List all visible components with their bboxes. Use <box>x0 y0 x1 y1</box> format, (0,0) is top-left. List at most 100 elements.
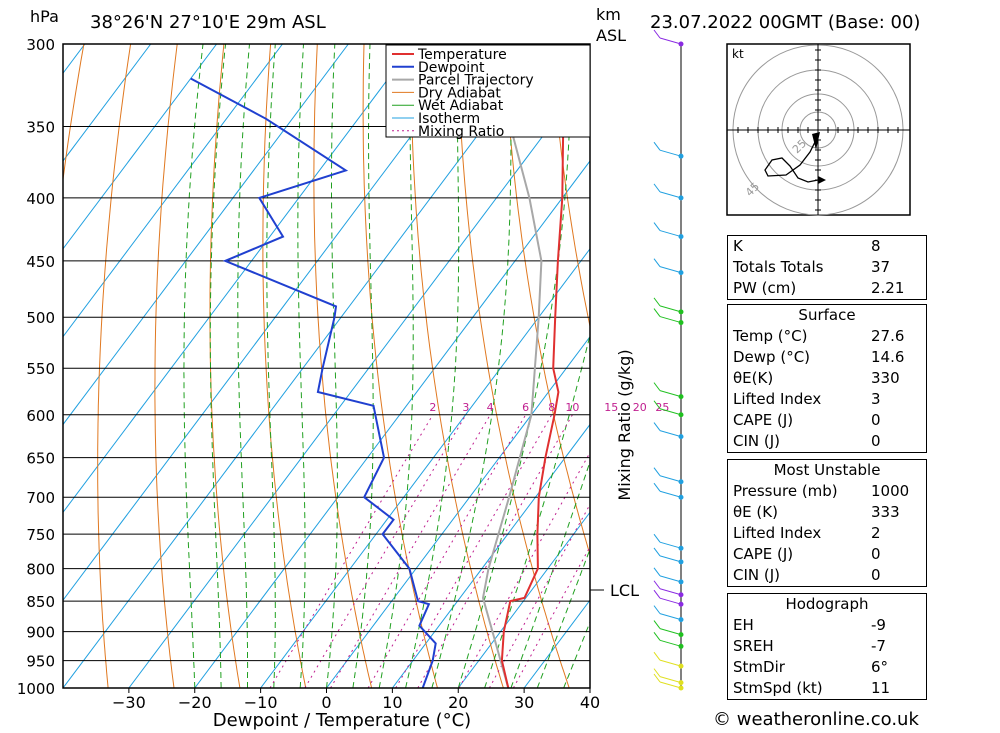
wind-barb-shaft <box>659 475 682 483</box>
location-title: 38°26'N 27°10'E 29m ASL <box>90 12 326 33</box>
pressure-tick-label: 900 <box>26 624 55 642</box>
wet-adiabat-line <box>457 44 573 688</box>
surface-cape-value: 0 <box>871 411 881 429</box>
wind-barb-shaft <box>659 588 682 596</box>
temperature-axis: −30 −20 −10 0 10 20 30 40 <box>112 688 600 712</box>
pressure-tick-label: 750 <box>26 526 55 544</box>
mixing-ratio-label: 8 <box>548 401 555 414</box>
wind-barb-shaft <box>659 305 682 313</box>
surface-dewp-label: Dewp (°C) <box>733 348 811 366</box>
wind-barb-flag <box>653 482 661 492</box>
mixing-ratio-line <box>488 503 590 688</box>
mu-thetae-label: θE (K) <box>733 503 778 521</box>
mu-cape-value: 0 <box>871 545 881 563</box>
pw-label: PW (cm) <box>733 279 797 297</box>
surface-thetae-label: θE(K) <box>733 369 774 387</box>
wind-barb-shaft <box>659 490 682 498</box>
km-label: km <box>596 5 621 24</box>
surface-thetae-value: 330 <box>871 369 900 387</box>
wind-barb-flag <box>653 533 661 543</box>
mu-cin-value: 0 <box>871 566 881 584</box>
wind-barb-shaft <box>659 149 682 157</box>
mixing-ratio-line <box>395 414 553 688</box>
dry-adiabat-line <box>362 44 438 688</box>
wet-adiabat-line <box>431 44 512 688</box>
wind-barb-shaft <box>659 613 682 621</box>
sreh-value: -7 <box>871 637 886 655</box>
dry-adiabat-line <box>97 44 132 688</box>
temperature-tick-label: 30 <box>514 693 534 712</box>
dry-adiabat-line <box>971 44 1000 688</box>
wind-barb-shaft <box>659 575 682 583</box>
pressure-tick-label: 1000 <box>17 680 55 698</box>
copyright-link[interactable]: © weatheronline.co.uk <box>713 709 919 730</box>
parcel-trajectory-line <box>481 44 543 688</box>
surface-dewp-value: 14.6 <box>871 348 905 366</box>
wet-adiabat-line <box>266 44 276 688</box>
eh-value: -9 <box>871 616 886 634</box>
mu-li-label: Lifted Index <box>733 524 822 542</box>
wind-barb-shaft <box>659 37 682 45</box>
isotherm-line <box>63 44 415 514</box>
wind-barb-shaft <box>659 430 682 438</box>
wind-barb-shaft <box>659 541 682 549</box>
dewpoint-line <box>190 77 437 688</box>
surface-li-value: 3 <box>871 390 881 408</box>
wind-barb-flag <box>653 29 661 39</box>
mixing-ratio-label: 4 <box>487 401 494 414</box>
totals-totals-value: 37 <box>871 258 891 276</box>
dry-adiabat-line <box>924 44 1000 688</box>
wind-barb-shaft <box>659 408 682 416</box>
mu-pressure-value: 1000 <box>871 482 910 500</box>
temperature-tick-label: −20 <box>178 693 212 712</box>
hodograph-trace <box>764 139 819 183</box>
mixing-ratio-line <box>458 451 590 688</box>
wind-barb-flag <box>653 467 661 477</box>
surface-temp-label: Temp (°C) <box>733 327 808 345</box>
wind-barb-flag <box>653 422 661 431</box>
wind-barb-shaft <box>659 555 682 563</box>
surface-cape-label: CAPE (J) <box>733 411 794 429</box>
pressure-tick-label: 700 <box>26 489 55 507</box>
wind-barb-flag <box>653 673 661 683</box>
pressure-tick-label: 950 <box>26 653 55 671</box>
wet-adiabat-line <box>183 44 204 688</box>
isotherm-line <box>260 248 590 688</box>
dry-adiabat-line <box>550 44 590 329</box>
temperature-tick-label: 10 <box>382 693 402 712</box>
datetime-title: 23.07.2022 00GMT (Base: 00) <box>650 12 920 33</box>
legend-label: Parcel Trajectory <box>418 73 534 89</box>
isotherm-line <box>63 44 218 250</box>
wind-barb-shaft <box>659 659 682 667</box>
isotherm-line <box>63 44 481 601</box>
hodograph-storm-marker <box>812 132 820 150</box>
legend-label: Mixing Ratio <box>418 124 504 140</box>
lcl-label: LCL <box>610 581 639 600</box>
most-unstable-title: Most Unstable <box>773 461 881 479</box>
isotherm-line <box>63 44 152 162</box>
wind-profile <box>653 29 684 691</box>
pressure-tick-label: 550 <box>26 360 55 378</box>
indices-table: K 8 Totals Totals 37 PW (cm) 2.21 <box>727 235 927 300</box>
totals-totals-label: Totals Totals <box>733 258 824 276</box>
wind-barb-flag <box>653 547 661 557</box>
pressure-tick-label: 800 <box>26 561 55 579</box>
mixing-ratio-label: 3 <box>462 401 469 414</box>
isotherm-line <box>457 511 590 688</box>
isotherm-line <box>63 44 283 338</box>
wind-barb-flag <box>653 258 661 267</box>
pressure-tick-label: 500 <box>26 309 55 327</box>
wind-barb-flag <box>653 183 661 193</box>
mixing-ratio-line <box>367 414 527 688</box>
mu-li-value: 2 <box>871 524 881 542</box>
hodograph-table: Hodograph EH -9 SREH -7 StmDir 6° StmSpd (k… <box>727 593 927 700</box>
mixing-ratio-line <box>269 414 434 688</box>
mixing-ratio-label: 15 <box>604 401 618 414</box>
dry-adiabat-line <box>209 44 241 688</box>
most-unstable-table: Most Unstable Pressure (mb) 1000 θE (K) 33… <box>727 459 927 587</box>
isotherm-line <box>326 335 590 688</box>
stmspd-value: 11 <box>871 679 891 697</box>
wind-barb-shaft <box>659 191 682 199</box>
